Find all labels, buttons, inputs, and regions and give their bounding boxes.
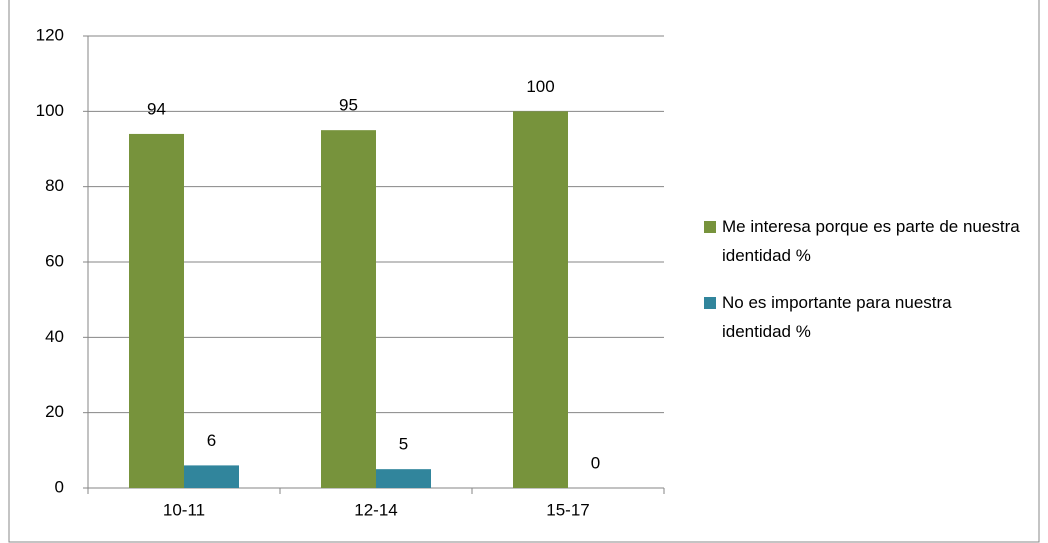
bar [321, 130, 376, 488]
bar [376, 469, 431, 488]
y-tick-label: 40 [45, 327, 64, 346]
data-label: 6 [207, 431, 216, 450]
legend: Me interesa porque es parte de nuestra i… [704, 212, 1024, 364]
y-tick-label: 0 [55, 477, 64, 496]
y-tick-label: 80 [45, 176, 64, 195]
y-tick-label: 60 [45, 251, 64, 270]
legend-item: No es importante para nuestra identidad … [704, 288, 1024, 346]
data-label: 94 [147, 99, 166, 118]
bar [129, 133, 184, 488]
legend-swatch [704, 297, 716, 309]
legend-item: Me interesa porque es parte de nuestra i… [704, 212, 1024, 270]
legend-label: Me interesa porque es parte de nuestra i… [722, 217, 1020, 265]
chart-border [8, 0, 1040, 543]
data-label: 0 [591, 453, 600, 472]
y-tick-label: 120 [36, 25, 64, 44]
data-label: 5 [399, 435, 408, 454]
data-label: 95 [339, 96, 358, 115]
x-tick-label: 10-11 [163, 500, 205, 519]
x-tick-label: 12-14 [354, 500, 397, 519]
data-label: 100 [526, 77, 554, 96]
legend-label: No es importante para nuestra identidad … [722, 293, 952, 341]
y-tick-label: 100 [36, 101, 64, 120]
legend-swatch [704, 221, 716, 233]
y-tick-label: 20 [45, 402, 64, 421]
bar [184, 465, 239, 488]
bar [513, 111, 568, 488]
x-tick-label: 15-17 [546, 500, 589, 519]
